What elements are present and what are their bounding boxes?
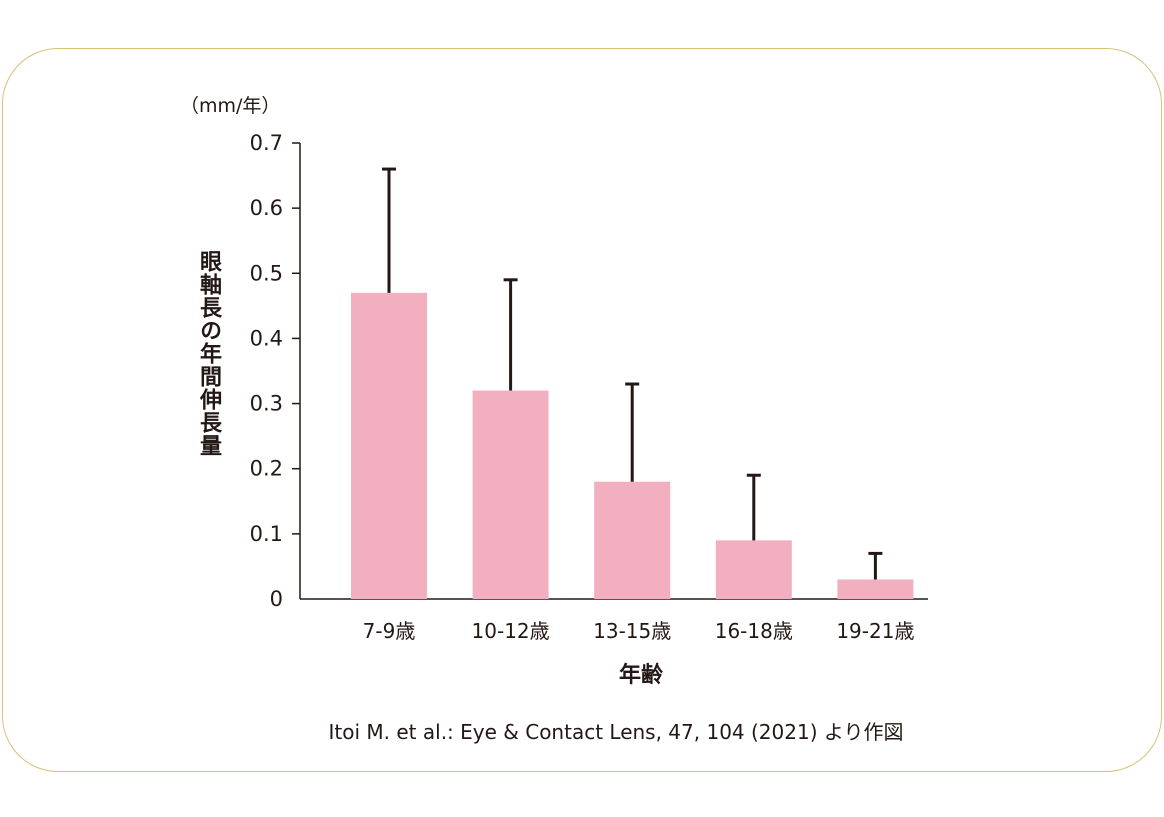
y-tick-label: 0.6 (250, 196, 283, 220)
bar (715, 540, 792, 599)
x-axis-title: 年齢 (619, 662, 664, 688)
x-tick-label: 13-15歳 (593, 619, 671, 643)
y-axis-title: 眼軸長の年間伸長量 (196, 250, 221, 457)
x-tick-label: 19-21歳 (836, 619, 914, 643)
x-tick-labels: 7-9歳 10-12歳 13-15歳 16-18歳 19-21歳 (363, 619, 915, 643)
y-tick-label: 0.3 (250, 392, 283, 416)
y-tick-label: 0.2 (250, 457, 283, 481)
y-axis-unit: （mm/年） (180, 95, 280, 117)
y-tick-label: 0.5 (250, 261, 283, 285)
y-tick-label: 0 (270, 587, 283, 611)
x-tick-label: 10-12歳 (472, 619, 550, 643)
bar (594, 481, 671, 599)
bar (351, 292, 427, 599)
y-tick-label: 0.7 (250, 131, 283, 155)
y-tick-label: 0.4 (250, 326, 283, 350)
y-ticks: 0 0.1 0.2 0.3 0.4 0.5 0.6 0.7 (250, 131, 300, 611)
x-tick-label: 7-9歳 (363, 619, 416, 643)
bar (837, 579, 914, 599)
x-tick-label: 16-18歳 (715, 619, 793, 643)
figure-card (2, 48, 1162, 772)
error-bars (382, 167, 883, 580)
source-note: Itoi M. et al.: Eye & Contact Lens, 47, … (328, 720, 904, 744)
bar (472, 390, 549, 599)
y-tick-label: 0.1 (250, 522, 283, 546)
bars (351, 292, 914, 599)
